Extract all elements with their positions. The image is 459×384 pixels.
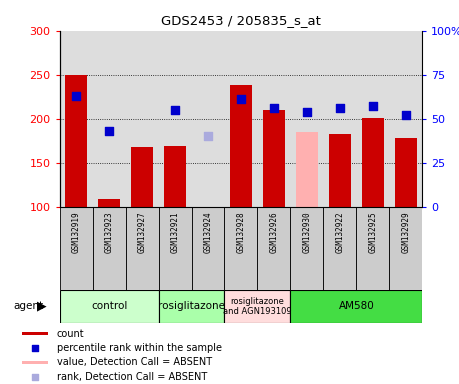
Point [73, 93, 80, 99]
Bar [329, 134, 351, 207]
Text: AM580: AM580 [338, 301, 374, 311]
Bar [60, 31, 93, 207]
Bar [324, 207, 356, 290]
Bar [158, 31, 191, 207]
Bar [60, 290, 158, 323]
Bar [291, 290, 422, 323]
Point [204, 133, 212, 139]
Bar [126, 31, 158, 207]
Text: ▶: ▶ [37, 300, 46, 313]
Bar [230, 86, 252, 207]
Bar [362, 118, 384, 207]
Text: percentile rank within the sample: percentile rank within the sample [57, 343, 222, 353]
Bar [224, 31, 257, 207]
Point [303, 109, 311, 115]
Bar [93, 31, 126, 207]
Bar [191, 207, 224, 290]
Text: GSM132924: GSM132924 [203, 212, 213, 253]
Text: agent: agent [14, 301, 44, 311]
Point [402, 111, 409, 118]
Point [237, 96, 245, 102]
Text: rosiglitazone: rosiglitazone [158, 301, 225, 311]
Bar [224, 207, 257, 290]
Text: control: control [91, 301, 127, 311]
Point [336, 104, 343, 111]
Bar [158, 207, 191, 290]
Bar [257, 207, 291, 290]
Title: GDS2453 / 205835_s_at: GDS2453 / 205835_s_at [161, 14, 321, 27]
Text: rank, Detection Call = ABSENT: rank, Detection Call = ABSENT [57, 372, 207, 382]
Bar [257, 31, 291, 207]
Bar [22, 361, 48, 364]
Text: rosiglitazone
and AGN193109: rosiglitazone and AGN193109 [223, 296, 292, 316]
Point [32, 345, 39, 351]
Text: GSM132919: GSM132919 [72, 212, 81, 253]
Text: count: count [57, 329, 84, 339]
Bar [60, 207, 93, 290]
Bar [395, 139, 416, 207]
Text: GSM132923: GSM132923 [105, 212, 114, 253]
Bar [164, 146, 186, 207]
Text: value, Detection Call = ABSENT: value, Detection Call = ABSENT [57, 358, 212, 367]
Bar [224, 290, 291, 323]
Bar [66, 75, 87, 207]
Bar [98, 199, 120, 207]
Text: GSM132930: GSM132930 [302, 212, 311, 253]
Bar [356, 31, 389, 207]
Bar [126, 207, 158, 290]
Bar [389, 31, 422, 207]
Point [369, 103, 376, 109]
Bar [191, 31, 224, 207]
Text: GSM132925: GSM132925 [368, 212, 377, 253]
Bar [93, 207, 126, 290]
Text: GSM132929: GSM132929 [401, 212, 410, 253]
Bar [291, 31, 324, 207]
Bar [291, 207, 324, 290]
Bar [356, 207, 389, 290]
Point [32, 374, 39, 380]
Bar [389, 207, 422, 290]
Bar [324, 31, 356, 207]
Text: GSM132922: GSM132922 [336, 212, 344, 253]
Text: GSM132921: GSM132921 [171, 212, 179, 253]
Text: GSM132926: GSM132926 [269, 212, 279, 253]
Bar [131, 147, 153, 207]
Bar [263, 110, 285, 207]
Text: GSM132928: GSM132928 [236, 212, 246, 253]
Point [106, 128, 113, 134]
Bar [158, 290, 224, 323]
Point [171, 107, 179, 113]
Text: GSM132927: GSM132927 [138, 212, 146, 253]
Bar [296, 132, 318, 207]
Bar [22, 332, 48, 335]
Point [270, 104, 278, 111]
